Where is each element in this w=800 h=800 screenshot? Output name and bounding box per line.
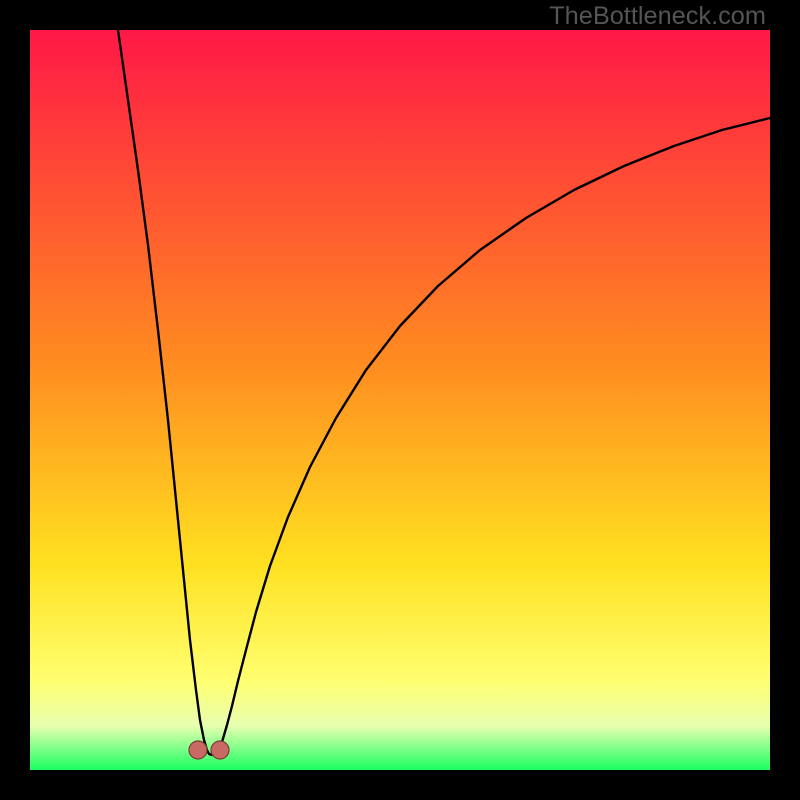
curve-nodule-1 bbox=[211, 741, 229, 759]
curve-nodule-0 bbox=[189, 741, 207, 759]
figure-root: TheBottleneck.com bbox=[0, 0, 800, 800]
watermark-text: TheBottleneck.com bbox=[549, 2, 766, 31]
curve-layer bbox=[0, 0, 800, 800]
bottleneck-curve bbox=[118, 30, 770, 755]
